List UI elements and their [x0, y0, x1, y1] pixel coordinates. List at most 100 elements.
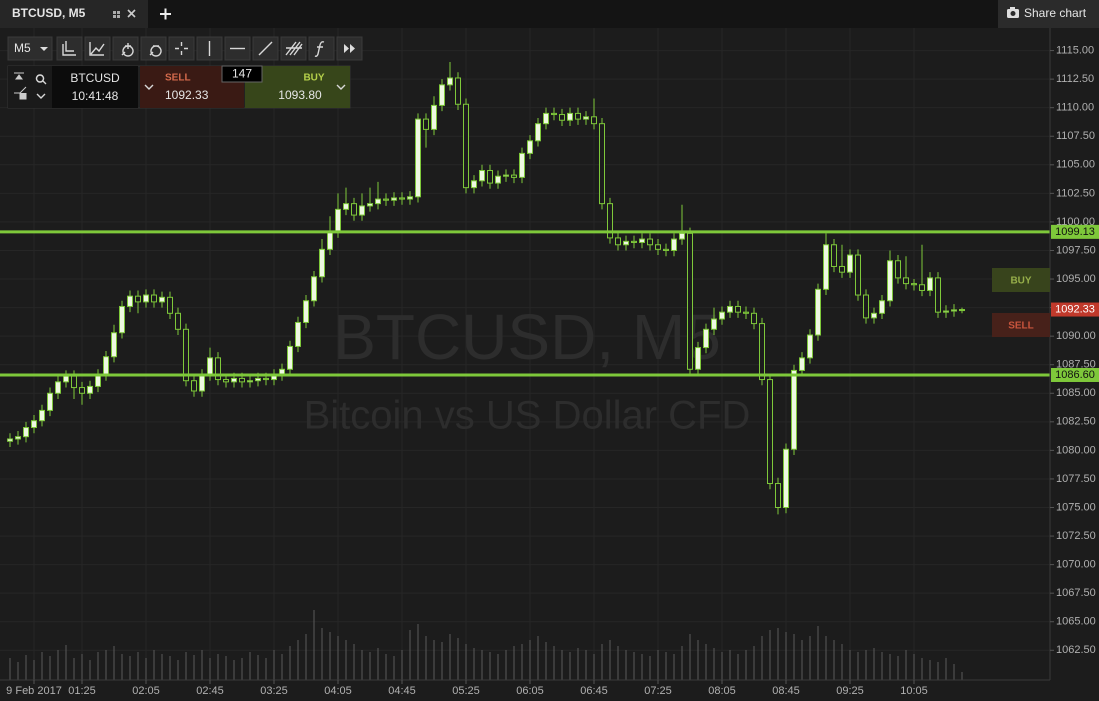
candle-body	[247, 380, 253, 383]
levels	[0, 230, 1050, 377]
candle-body	[807, 334, 813, 359]
candle-body	[863, 294, 869, 319]
candle-body	[623, 240, 629, 246]
candle-body	[191, 380, 197, 392]
buy-marker[interactable]	[992, 268, 1050, 292]
buy-label: BUY	[303, 73, 324, 84]
tab-grid-icon[interactable]	[113, 11, 120, 18]
candle-body	[495, 175, 501, 184]
tool-button[interactable]	[84, 36, 111, 61]
volume-bar	[729, 650, 731, 680]
volume-bar	[457, 638, 459, 680]
volume-bar	[65, 645, 67, 680]
channel-icon	[285, 41, 303, 56]
crosshair-button[interactable]	[168, 36, 195, 61]
zoom-in-icon	[121, 43, 134, 57]
panel-icons[interactable]	[8, 66, 30, 108]
candle-body	[919, 284, 925, 291]
candle-body	[839, 265, 845, 273]
volume-bar	[857, 652, 859, 680]
zoom-in-button[interactable]	[112, 36, 139, 61]
indicator-button[interactable]	[308, 36, 335, 61]
candle-body	[479, 170, 485, 182]
candle-body	[535, 123, 541, 142]
volume-bar	[785, 632, 787, 680]
candle-body	[711, 318, 717, 330]
volume-bar	[137, 652, 139, 680]
candle-body	[55, 381, 61, 394]
volume-bar	[481, 650, 483, 680]
zoom-out-button[interactable]	[140, 36, 167, 61]
y-tick-label: 1085.00	[1056, 387, 1096, 399]
tab-close-icon[interactable]	[127, 9, 136, 18]
volume-bar	[177, 660, 179, 680]
volume-bar	[241, 658, 243, 680]
axis-labels: 1062.50 1065.00 1067.50 1070.00 1072.50 1075.…	[6, 44, 1099, 697]
grid	[0, 28, 1050, 680]
more-button[interactable]	[336, 36, 363, 61]
candle-body	[255, 377, 261, 382]
volume-bar	[289, 646, 291, 680]
candle-body	[719, 311, 725, 320]
watermark: BTCUSD, M5 Bitcoin vs US Dollar CFD	[304, 301, 751, 438]
candle-body	[871, 312, 877, 319]
tool-button[interactable]	[56, 36, 83, 61]
camera-icon	[1007, 7, 1019, 18]
volume-bar	[41, 652, 43, 680]
candle-body	[151, 294, 157, 303]
add-tab-icon[interactable]	[160, 8, 171, 20]
symbol-box[interactable]	[52, 66, 138, 108]
sell-label: SELL	[165, 73, 191, 84]
sell-arrow	[144, 84, 154, 90]
volume-bar	[385, 654, 387, 680]
candle-body	[431, 104, 437, 130]
more-icon	[344, 44, 355, 53]
volume-bar	[825, 636, 827, 680]
volume-bar	[113, 646, 115, 680]
candle-body	[175, 312, 181, 330]
candle-body	[31, 420, 37, 429]
candle-body	[895, 260, 901, 279]
buy-price: 1093.80	[278, 88, 322, 102]
volume-bar	[657, 650, 659, 680]
volume-bar	[793, 634, 795, 680]
volume-bar	[801, 640, 803, 680]
volume-bar	[577, 648, 579, 680]
volume-bar	[561, 650, 563, 680]
volume-bar	[329, 632, 331, 680]
level-price-label: 1099.13	[1055, 226, 1095, 238]
x-tick-label: 9 Feb 2017	[6, 685, 62, 697]
candle-body	[447, 77, 453, 86]
volume-bar	[209, 658, 211, 680]
timeframe-select[interactable]	[7, 36, 53, 61]
trendline-icon	[258, 41, 273, 56]
x-tick-label: 04:05	[324, 685, 352, 697]
volume-bar	[33, 660, 35, 680]
volume-bar	[89, 660, 91, 680]
x-tick-label: 08:45	[772, 685, 800, 697]
volume-bar	[865, 650, 867, 680]
panel-search[interactable]	[30, 66, 52, 108]
watermark-subtitle: Bitcoin vs US Dollar CFD	[304, 394, 751, 438]
y-tick-label: 1110.00	[1056, 102, 1094, 114]
volume-bar	[553, 646, 555, 680]
candle-body	[47, 392, 53, 411]
candle-body	[79, 387, 85, 394]
volume-bar	[921, 658, 923, 680]
candle-body	[295, 321, 301, 347]
volume-bar	[409, 630, 411, 680]
candle-body	[679, 232, 685, 240]
volume-bar	[377, 648, 379, 680]
sell-marker-label: SELL	[1008, 321, 1034, 332]
y-tick-label: 1107.50	[1056, 130, 1095, 142]
volume-bar	[353, 644, 355, 680]
candle-body	[455, 77, 461, 105]
last-price-box	[1051, 302, 1099, 317]
sell-marker[interactable]	[992, 313, 1050, 337]
volume-bar	[337, 636, 339, 680]
candle-body	[367, 203, 373, 207]
panel-symbol: BTCUSD	[70, 71, 120, 85]
tab[interactable]	[0, 0, 148, 28]
volume-bar	[817, 626, 819, 680]
volume-bar	[889, 654, 891, 680]
